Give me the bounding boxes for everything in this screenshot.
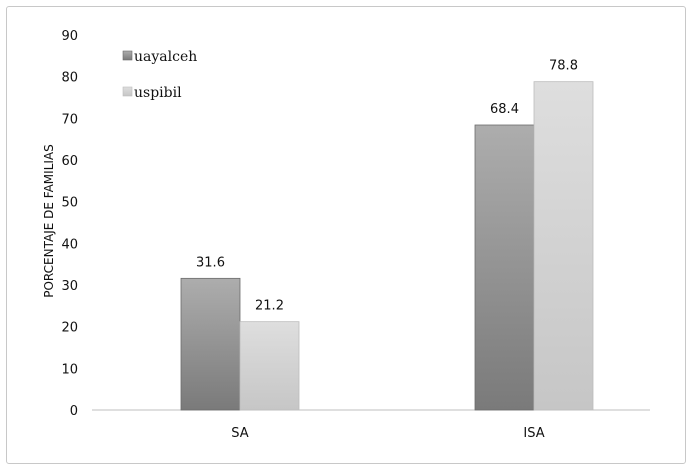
data-label: 78.8 xyxy=(549,59,578,74)
data-label: 31.6 xyxy=(196,255,225,270)
bars: 31.6 21.2 68.4 78.8 xyxy=(180,59,594,411)
data-label: 21.2 xyxy=(255,299,284,314)
y-tick-label: 60 xyxy=(61,154,78,169)
y-tick-label: 90 xyxy=(61,29,78,44)
x-tick-label: SA xyxy=(231,426,248,441)
y-tick-label: 80 xyxy=(61,71,78,86)
y-tick-label: 70 xyxy=(61,112,78,127)
legend-item-uayalceh: uayalceh xyxy=(122,49,197,65)
y-tick-label: 50 xyxy=(61,196,78,211)
y-tick-label: 0 xyxy=(70,404,78,419)
data-label: 68.4 xyxy=(490,102,519,117)
x-axis-ticks: SA ISA xyxy=(231,426,544,441)
legend-swatch-uspibil xyxy=(122,86,133,97)
legend-label-uspibil: uspibil xyxy=(134,85,182,101)
y-tick-label: 10 xyxy=(61,362,78,377)
bar-uspibil-sa xyxy=(239,321,300,411)
y-tick-label: 40 xyxy=(61,237,78,252)
legend-label-uayalceh: uayalceh xyxy=(134,49,197,65)
bar-uspibil-isa xyxy=(533,81,594,411)
y-tick-label: 20 xyxy=(61,321,78,336)
y-axis-ticks: 0 10 20 30 40 50 60 70 80 90 xyxy=(61,29,78,419)
legend-swatch-uayalceh xyxy=(122,50,133,61)
y-axis-title: PORCENTAJE DE FAMILIAS xyxy=(42,144,56,298)
legend: uayalceh uspibil xyxy=(122,49,197,101)
legend-item-uspibil: uspibil xyxy=(122,85,182,101)
bar-uayalceh-isa xyxy=(474,124,535,411)
bar-uayalceh-sa xyxy=(180,277,241,411)
y-tick-label: 30 xyxy=(61,279,78,294)
x-tick-label: ISA xyxy=(523,426,544,441)
